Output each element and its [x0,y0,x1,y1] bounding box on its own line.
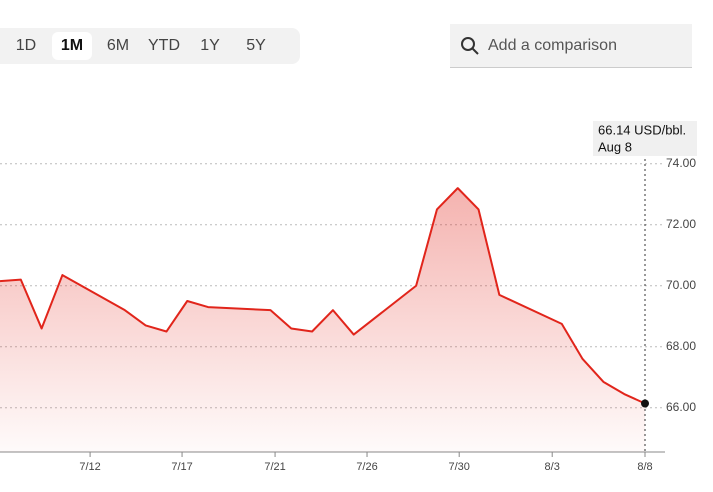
range-button[interactable]: 1M [52,32,92,60]
area-fill [0,188,645,452]
x-tick-label: 7/17 [171,461,192,473]
line [0,187,646,405]
range-button[interactable]: YTD [148,37,180,54]
x-tick-label: 8/8 [637,461,652,473]
x-tick-label: 8/3 [545,461,560,473]
last-point [641,399,649,408]
search-icon [461,36,479,55]
y-tick-label: 74.00 [666,156,696,170]
y-tick-label: 68.00 [666,339,696,353]
range-button[interactable]: 1Y [200,37,220,54]
tooltip-date: Aug 8 [598,139,632,154]
y-tick-label: 72.00 [666,217,696,231]
y-tick-label: 70.00 [666,278,696,292]
tooltip-box [593,121,697,156]
x-tick-label: 7/12 [79,461,100,473]
range-button[interactable]: 6M [106,37,130,54]
search-placeholder: Add a comparison [488,36,617,54]
y-tick-label: 66.00 [666,400,696,414]
range-selector: 1D 1M 6M YTD 1Y 5Y [0,28,300,64]
x-tick-label: 7/26 [356,461,377,473]
tooltip-value: 66.14 USD/bbl. [598,122,686,137]
x-tick-label: 7/21 [264,461,285,473]
range-button[interactable]: 1D [15,37,37,54]
range-button[interactable]: 5Y [246,37,266,54]
comparison-search[interactable]: Add a comparison [450,24,692,68]
x-tick-label: 7/30 [448,461,469,473]
